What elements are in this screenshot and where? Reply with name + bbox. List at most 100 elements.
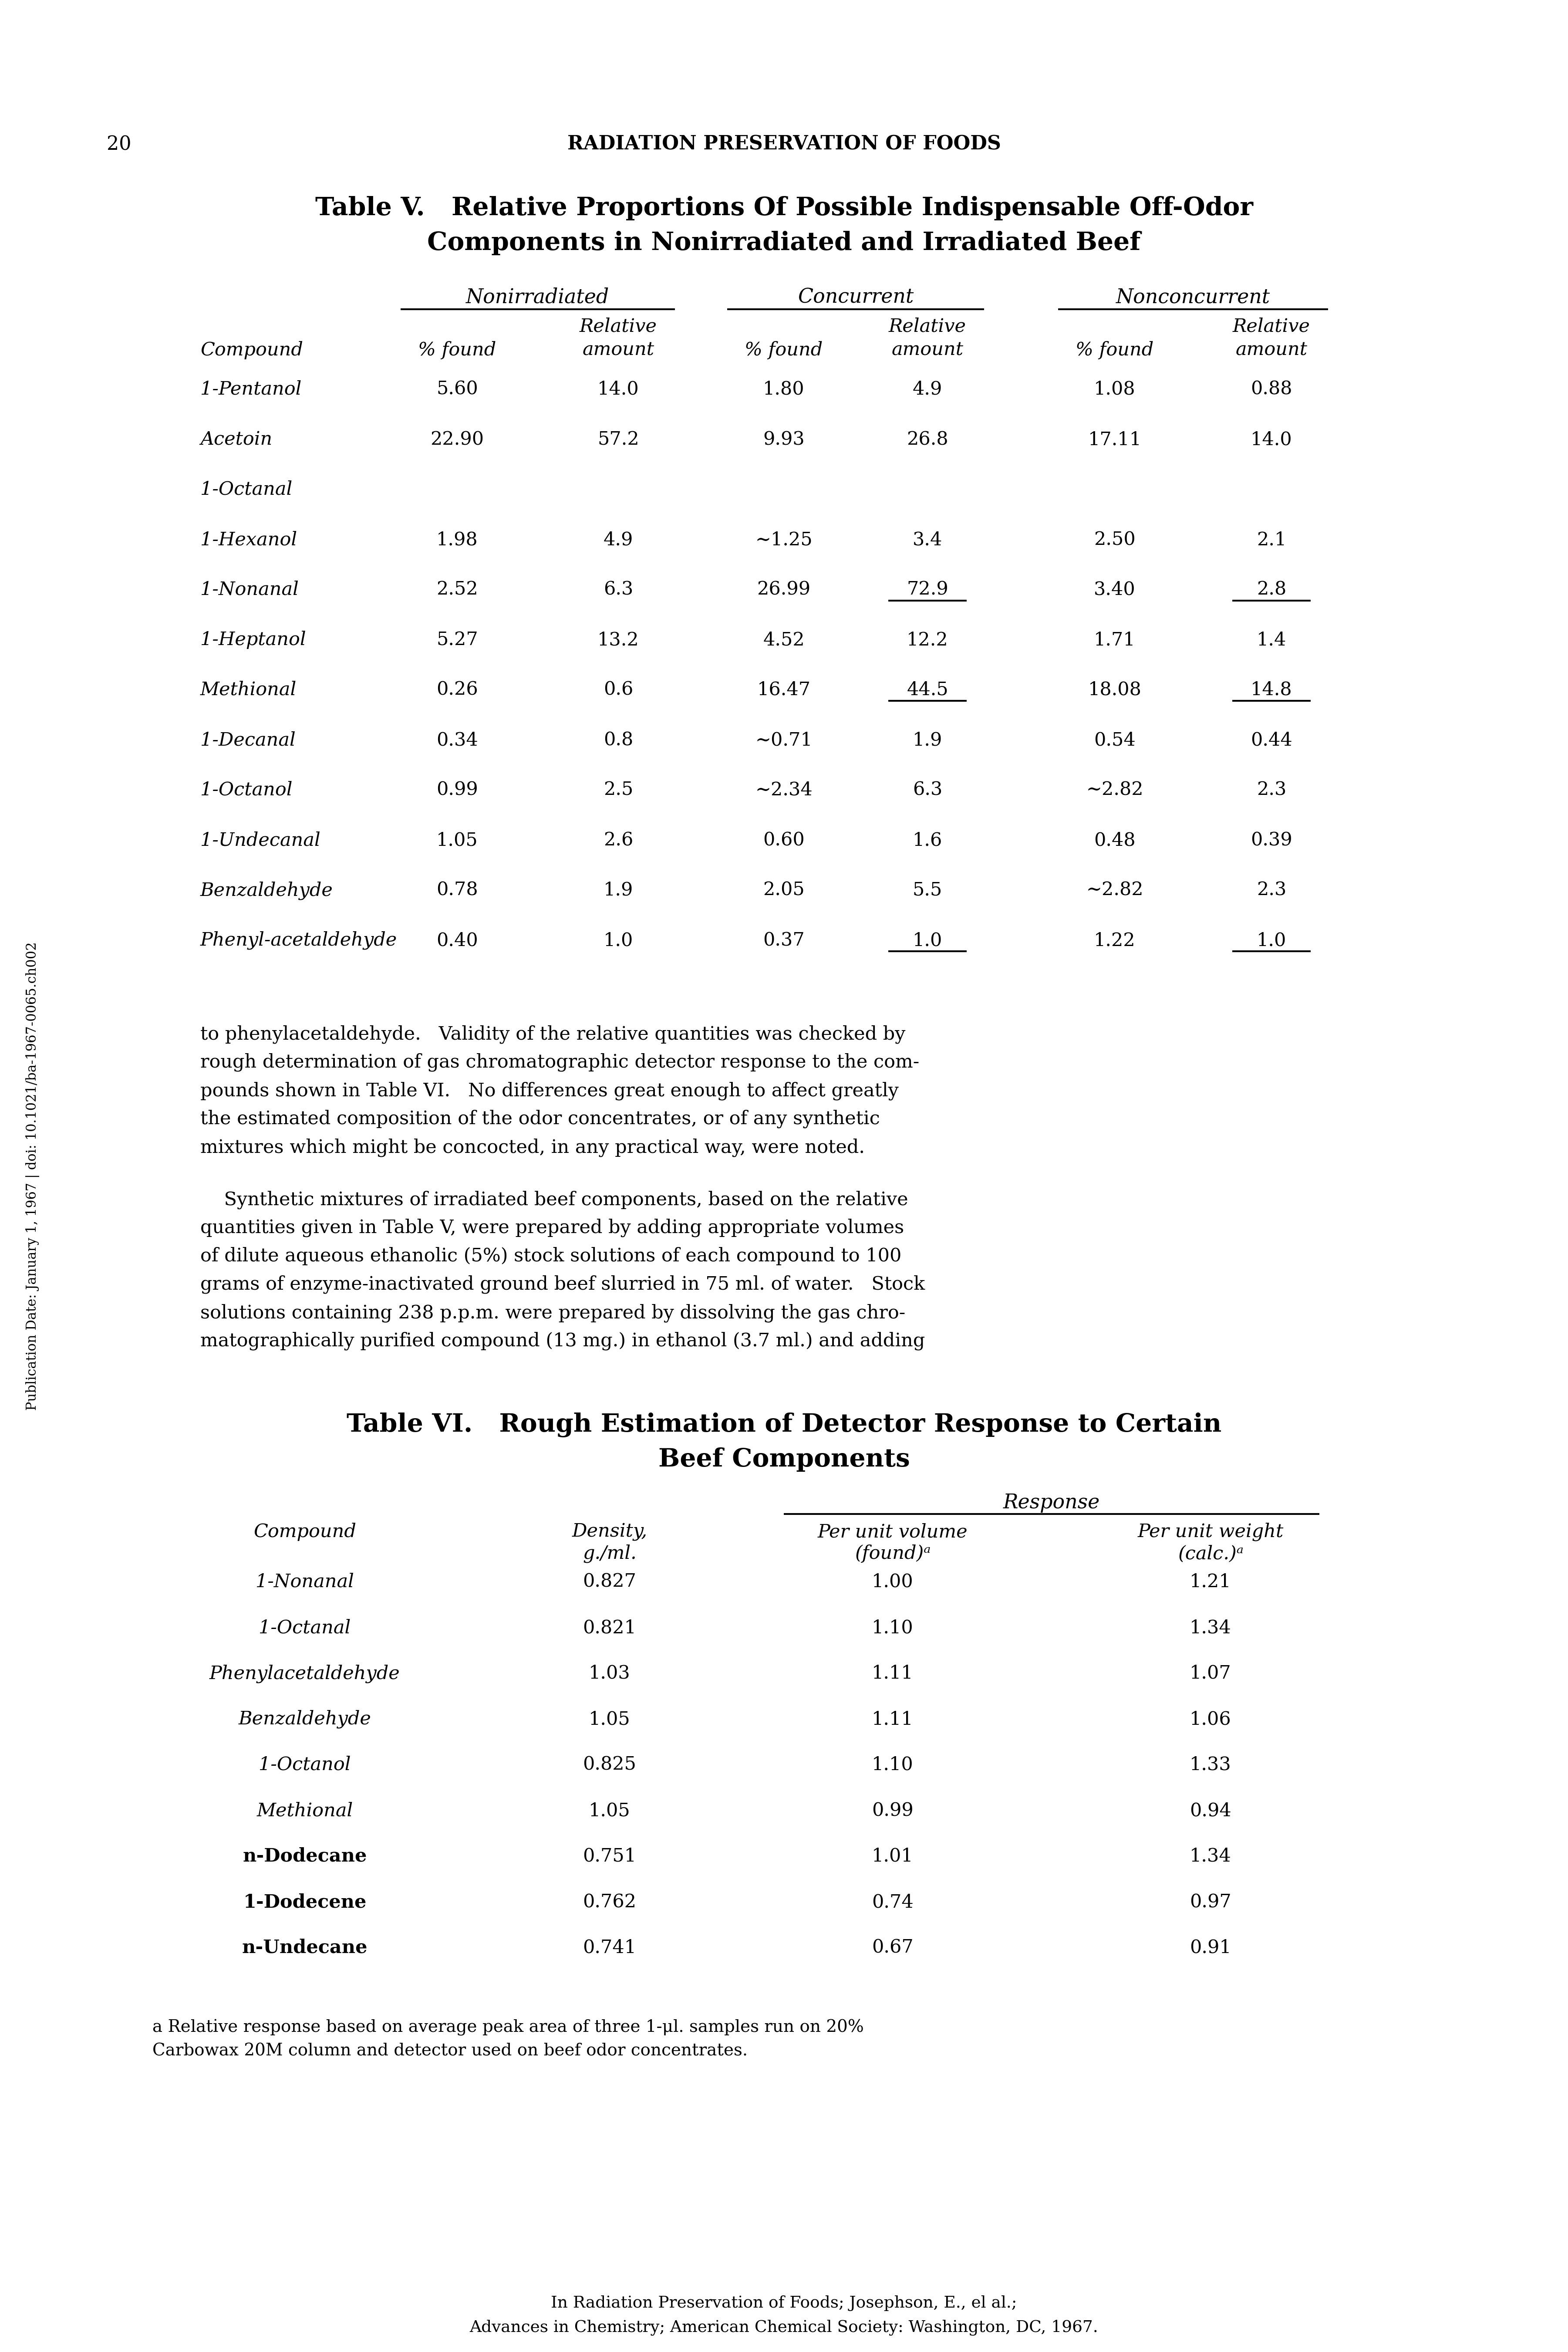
Text: Benzaldehyde: Benzaldehyde: [201, 882, 332, 901]
Text: Table V.   Relative Proportions Of Possible Indispensable Off-Odor: Table V. Relative Proportions Of Possibl…: [315, 195, 1253, 221]
Text: 2.6: 2.6: [604, 830, 633, 849]
Text: amount: amount: [892, 341, 963, 360]
Text: 0.34: 0.34: [436, 731, 478, 750]
Text: Per unit weight: Per unit weight: [1137, 1522, 1284, 1541]
Text: 1.9: 1.9: [913, 731, 942, 750]
Text: 1-Heptanol: 1-Heptanol: [201, 630, 306, 649]
Text: pounds shown in Table VI.   No differences great enough to affect greatly: pounds shown in Table VI. No differences…: [201, 1082, 898, 1101]
Text: 4.9: 4.9: [913, 381, 942, 397]
Text: (found)ᵃ: (found)ᵃ: [855, 1545, 930, 1562]
Text: amount: amount: [582, 341, 654, 360]
Text: 0.40: 0.40: [436, 931, 478, 950]
Text: 1.07: 1.07: [1190, 1665, 1231, 1682]
Text: 0.74: 0.74: [872, 1893, 914, 1912]
Text: 1.11: 1.11: [872, 1710, 914, 1729]
Text: 1.03: 1.03: [588, 1665, 630, 1682]
Text: 6.3: 6.3: [913, 781, 942, 800]
Text: Table VI.   Rough Estimation of Detector Response to Certain: Table VI. Rough Estimation of Detector R…: [347, 1414, 1221, 1437]
Text: RADIATION PRESERVATION OF FOODS: RADIATION PRESERVATION OF FOODS: [568, 134, 1000, 153]
Text: the estimated composition of the odor concentrates, or of any synthetic: the estimated composition of the odor co…: [201, 1110, 880, 1129]
Text: to phenylacetaldehyde.   Validity of the relative quantities was checked by: to phenylacetaldehyde. Validity of the r…: [201, 1025, 905, 1044]
Text: 2.3: 2.3: [1256, 882, 1286, 898]
Text: mixtures which might be concocted, in any practical way, were noted.: mixtures which might be concocted, in an…: [201, 1138, 866, 1157]
Text: 1-Decanal: 1-Decanal: [201, 731, 295, 750]
Text: 1-Octanal: 1-Octanal: [259, 1618, 351, 1637]
Text: 1.21: 1.21: [1190, 1573, 1231, 1590]
Text: 0.6: 0.6: [604, 680, 633, 699]
Text: ~2.82: ~2.82: [1087, 781, 1143, 800]
Text: 1.06: 1.06: [1190, 1710, 1231, 1729]
Text: 0.39: 0.39: [1251, 830, 1292, 849]
Text: Nonconcurrent: Nonconcurrent: [1116, 287, 1270, 308]
Text: solutions containing 238 p.p.m. were prepared by dissolving the gas chro-: solutions containing 238 p.p.m. were pre…: [201, 1303, 905, 1322]
Text: Methional: Methional: [201, 680, 296, 699]
Text: 2.3: 2.3: [1256, 781, 1286, 800]
Text: 1.01: 1.01: [872, 1846, 914, 1865]
Text: quantities given in Table V, were prepared by adding appropriate volumes: quantities given in Table V, were prepar…: [201, 1218, 905, 1237]
Text: 1.4: 1.4: [1256, 630, 1286, 649]
Text: 0.99: 0.99: [872, 1802, 914, 1820]
Text: a Relative response based on average peak area of three 1-μl. samples run on 20%: a Relative response based on average pea…: [152, 2020, 864, 2037]
Text: 14.8: 14.8: [1251, 680, 1292, 699]
Text: 0.751: 0.751: [583, 1846, 637, 1865]
Text: n-Undecane: n-Undecane: [241, 1938, 367, 1957]
Text: 12.2: 12.2: [906, 630, 949, 649]
Text: Concurrent: Concurrent: [798, 287, 914, 308]
Text: 1.0: 1.0: [604, 931, 633, 950]
Text: 0.60: 0.60: [764, 830, 804, 849]
Text: 1.08: 1.08: [1094, 381, 1135, 397]
Text: ~0.71: ~0.71: [756, 731, 812, 750]
Text: 5.60: 5.60: [436, 381, 478, 397]
Text: 1.05: 1.05: [588, 1802, 630, 1820]
Text: 5.5: 5.5: [913, 882, 942, 898]
Text: 0.99: 0.99: [436, 781, 478, 800]
Text: 1-Nonanal: 1-Nonanal: [256, 1573, 354, 1590]
Text: 1.05: 1.05: [588, 1710, 630, 1729]
Text: 1.11: 1.11: [872, 1665, 914, 1682]
Text: 2.50: 2.50: [1094, 532, 1135, 548]
Text: 4.9: 4.9: [604, 532, 633, 548]
Text: 0.48: 0.48: [1094, 830, 1135, 849]
Text: 0.97: 0.97: [1190, 1893, 1231, 1912]
Text: % found: % found: [745, 341, 823, 360]
Text: ~1.25: ~1.25: [756, 532, 812, 548]
Text: 2.05: 2.05: [764, 882, 804, 898]
Text: 1.6: 1.6: [913, 830, 942, 849]
Text: 1.10: 1.10: [872, 1755, 914, 1773]
Text: 3.4: 3.4: [913, 532, 942, 548]
Text: Beef Components: Beef Components: [659, 1446, 909, 1472]
Text: 1-Nonanal: 1-Nonanal: [201, 581, 298, 600]
Text: 1-Octanal: 1-Octanal: [201, 480, 292, 499]
Text: 1-Undecanal: 1-Undecanal: [201, 830, 320, 849]
Text: 1-Pentanol: 1-Pentanol: [201, 381, 301, 397]
Text: 1.98: 1.98: [436, 532, 478, 548]
Text: 3.40: 3.40: [1094, 581, 1135, 600]
Text: 72.9: 72.9: [906, 581, 949, 600]
Text: Carbowax 20M column and detector used on beef odor concentrates.: Carbowax 20M column and detector used on…: [152, 2044, 748, 2060]
Text: Phenylacetaldehyde: Phenylacetaldehyde: [210, 1665, 400, 1682]
Text: g./ml.: g./ml.: [583, 1545, 637, 1564]
Text: 1.22: 1.22: [1094, 931, 1135, 950]
Text: 0.741: 0.741: [583, 1938, 637, 1957]
Text: Publication Date: January 1, 1967 | doi: 10.1021/ba-1967-0065.ch002: Publication Date: January 1, 1967 | doi:…: [25, 941, 39, 1411]
Text: Advances in Chemistry; American Chemical Society: Washington, DC, 1967.: Advances in Chemistry; American Chemical…: [470, 2319, 1098, 2336]
Text: 1.80: 1.80: [764, 381, 804, 397]
Text: 13.2: 13.2: [597, 630, 640, 649]
Text: 0.54: 0.54: [1094, 731, 1135, 750]
Text: (calc.)ᵃ: (calc.)ᵃ: [1178, 1545, 1243, 1562]
Text: Relative: Relative: [580, 318, 657, 336]
Text: ~2.34: ~2.34: [756, 781, 812, 800]
Text: rough determination of gas chromatographic detector response to the com-: rough determination of gas chromatograph…: [201, 1054, 919, 1073]
Text: Phenyl-acetaldehyde: Phenyl-acetaldehyde: [201, 931, 397, 950]
Text: 1.10: 1.10: [872, 1618, 914, 1637]
Text: 1.00: 1.00: [872, 1573, 914, 1590]
Text: 0.88: 0.88: [1251, 381, 1292, 397]
Text: 1.33: 1.33: [1190, 1755, 1231, 1773]
Text: 0.26: 0.26: [436, 680, 478, 699]
Text: 14.0: 14.0: [597, 381, 640, 397]
Text: 1-Dodecene: 1-Dodecene: [243, 1893, 367, 1912]
Text: 4.52: 4.52: [764, 630, 804, 649]
Text: 6.3: 6.3: [604, 581, 633, 600]
Text: 26.99: 26.99: [757, 581, 811, 600]
Text: Nonirradiated: Nonirradiated: [466, 287, 610, 308]
